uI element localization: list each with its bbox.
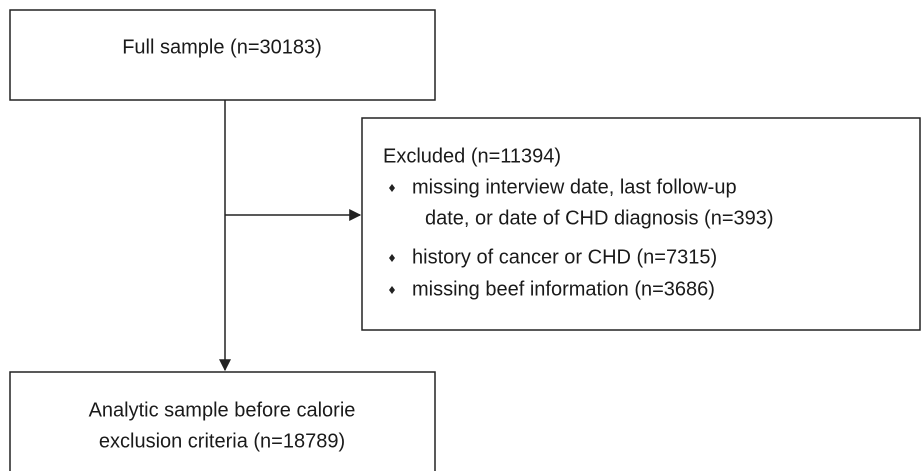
excluded-item: date, or date of CHD diagnosis (n=393)	[425, 207, 774, 229]
full-sample-box	[9, 9, 436, 101]
excluded-title: Excluded (n=11394)	[383, 145, 561, 167]
bullet	[389, 286, 395, 294]
excluded-item: missing interview date, last follow-up	[412, 176, 737, 198]
excluded-item: missing beef information (n=3686)	[412, 278, 715, 300]
excluded-box	[361, 117, 921, 331]
bullet	[389, 184, 395, 192]
node-label: Full sample (n=30183)	[122, 36, 322, 58]
bullet	[389, 254, 395, 262]
excluded-item: history of cancer or CHD (n=7315)	[412, 246, 717, 268]
node-label: Analytic sample before calorie	[89, 399, 356, 421]
node-label: exclusion criteria (n=18789)	[99, 430, 345, 452]
analytic-sample-box	[9, 371, 436, 471]
